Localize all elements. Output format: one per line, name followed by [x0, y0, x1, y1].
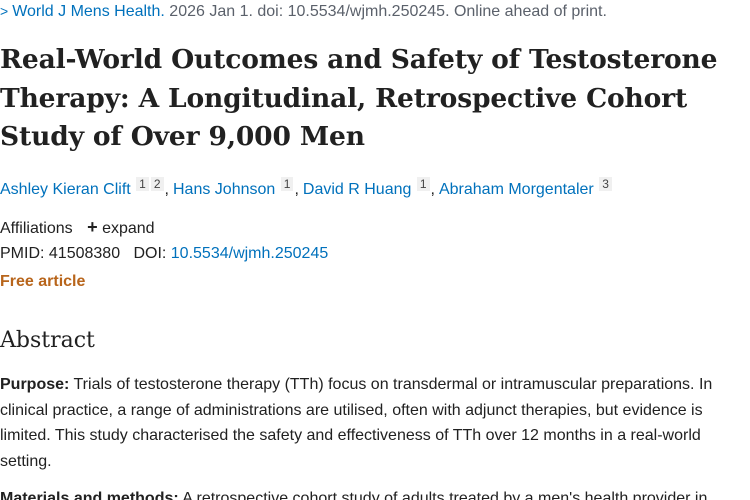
abstract-purpose: Purpose: Trials of testosterone therapy …: [0, 372, 745, 474]
author-link[interactable]: Hans Johnson: [173, 181, 276, 198]
doi-link[interactable]: 10.5534/wjmh.250245: [170, 245, 329, 262]
chevron-right-icon: >: [0, 3, 9, 19]
author-link[interactable]: Abraham Morgentaler: [438, 181, 594, 198]
affiliation-ref[interactable]: 1: [136, 177, 149, 191]
doi-label: DOI:: [133, 245, 167, 262]
author-separator: ,: [294, 181, 299, 198]
plus-icon: +: [87, 217, 98, 237]
citation-line: > World J Mens Health. 2026 Jan 1. doi: 1…: [0, 3, 607, 21]
affiliation-ref[interactable]: 1: [280, 177, 294, 191]
methods-text: A retrospective cohort study of adults t…: [182, 490, 708, 500]
affiliation-ref[interactable]: 1: [416, 177, 430, 191]
affiliations-toggle[interactable]: Affiliations + expand: [0, 217, 155, 238]
author-separator: ,: [164, 181, 169, 198]
free-article-badge: Free article: [0, 273, 86, 290]
author-link[interactable]: Ashley Kieran Clift: [0, 181, 131, 198]
purpose-text: Trials of testosterone therapy (TTh) foc…: [0, 376, 713, 470]
affiliation-ref[interactable]: 3: [599, 177, 612, 191]
author-separator: ,: [430, 181, 435, 198]
purpose-label: Purpose:: [0, 376, 70, 393]
article-title: Real-World Outcomes and Safety of Testos…: [0, 44, 718, 152]
identifiers: PMID: 41508380 DOI: 10.5534/wjmh.250245: [0, 245, 328, 263]
abstract-methods: Materials and methods: A retrospective c…: [0, 486, 745, 500]
author-list: Ashley Kieran Clift 1 2, Hans Johnson 1, Da…: [0, 177, 613, 199]
affiliation-ref[interactable]: 2: [150, 177, 164, 191]
journal-link[interactable]: World J Mens Health.: [12, 3, 165, 20]
pmid-label: PMID:: [0, 245, 45, 262]
affiliations-label: Affiliations: [0, 220, 73, 237]
expand-button[interactable]: + expand: [87, 217, 155, 237]
author-link[interactable]: David R Huang: [302, 181, 412, 198]
citation-details: 2026 Jan 1. doi: 10.5534/wjmh.250245. On…: [169, 3, 607, 20]
expand-label: expand: [102, 220, 155, 237]
methods-label: Materials and methods:: [0, 490, 179, 500]
pmid-value: 41508380: [48, 245, 121, 262]
abstract-heading: Abstract: [0, 328, 95, 353]
